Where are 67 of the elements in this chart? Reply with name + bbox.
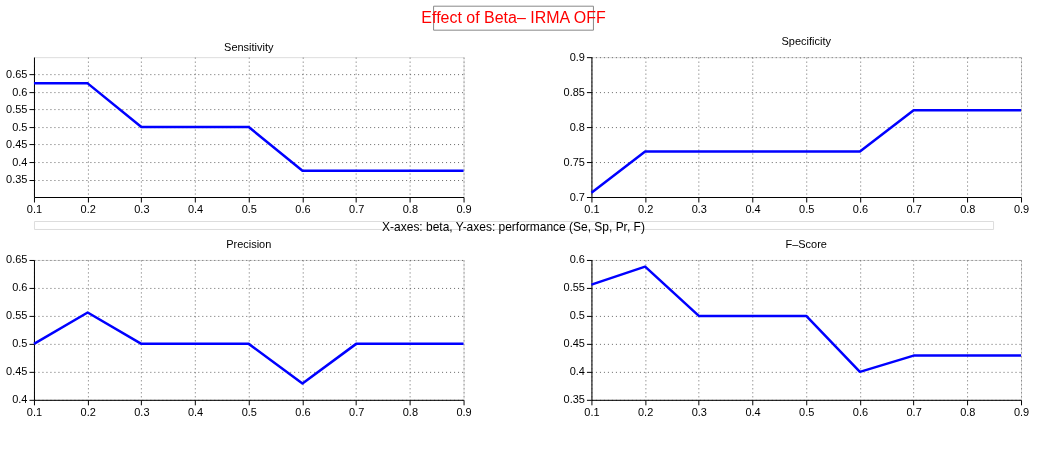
y-tick-label: 0.4 (12, 155, 28, 168)
chart-title: F–Score (785, 237, 827, 250)
x-tick-label: 0.5 (241, 203, 257, 216)
y-tick-label: 0.35 (6, 173, 28, 186)
chart-title: Precision (226, 237, 272, 250)
y-tick-label: 0.4 (12, 393, 28, 406)
y-tick-label: 0.75 (563, 155, 585, 168)
x-tick-label: 0.3 (691, 203, 707, 216)
y-tick-label: 0.45 (6, 365, 28, 378)
x-tick-label: 0.9 (1013, 406, 1030, 419)
y-tick-label: 0.5 (12, 120, 28, 133)
x-tick-label: 0.3 (691, 406, 707, 419)
y-tick-label: 0.55 (6, 309, 28, 322)
x-tick-label: 0.8 (960, 203, 976, 216)
x-tick-label: 0.8 (402, 406, 418, 419)
x-tick-label: 0.2 (80, 203, 96, 216)
x-tick-label: 0.7 (906, 203, 922, 216)
y-tick-label: 0.55 (563, 281, 585, 294)
x-tick-label: 0.7 (349, 203, 365, 216)
y-tick-label: 0.9 (569, 50, 585, 63)
x-tick-label: 0.1 (584, 406, 600, 419)
y-tick-label: 0.65 (6, 68, 28, 81)
y-tick-label: 0.45 (6, 138, 28, 151)
y-tick-label: 0.6 (12, 85, 28, 98)
x-tick-label: 0.1 (26, 406, 43, 419)
y-tick-label: 0.5 (569, 309, 585, 322)
x-tick-label: 0.7 (906, 406, 922, 419)
y-tick-label: 0.6 (569, 253, 585, 266)
x-tick-label: 0.4 (187, 203, 204, 216)
x-tick-label: 0.6 (295, 203, 311, 216)
y-tick-label: 0.8 (569, 120, 585, 133)
text: Effect of Beta– IRMA OFF (421, 9, 606, 27)
y-tick-label: 0.85 (563, 85, 585, 98)
x-tick-label: 0.6 (852, 203, 869, 216)
text: X-axes: beta, Y-axes: performance (Se, Sp, Pr, F) (382, 219, 645, 234)
chart-title: Sensitivity (224, 41, 274, 54)
x-tick-label: 0.3 (134, 406, 150, 419)
x-tick-label: 0.9 (456, 406, 472, 419)
x-tick-label: 0.5 (799, 406, 815, 419)
x-tick-label: 0.2 (638, 203, 654, 216)
x-tick-label: 0.9 (456, 203, 472, 216)
x-tick-label: 0.8 (960, 406, 976, 419)
x-tick-label: 0.2 (638, 406, 654, 419)
y-tick-label: 0.55 (6, 103, 28, 116)
x-tick-label: 0.1 (26, 203, 43, 216)
line-series (590, 265, 1023, 374)
x-tick-label: 0.4 (745, 406, 761, 419)
y-tick-label: 0.7 (569, 190, 585, 203)
x-tick-label: 0.2 (80, 406, 96, 419)
x-tick-label: 0.9 (1013, 203, 1030, 216)
x-tick-label: 0.7 (349, 406, 365, 419)
y-tick-label: 0.4 (569, 365, 585, 378)
chart-title: Specificity (781, 35, 832, 48)
y-tick-label: 0.45 (563, 337, 585, 350)
x-tick-label: 0.4 (745, 203, 761, 216)
x-tick-label: 0.5 (799, 203, 815, 216)
x-tick-label: 0.1 (584, 203, 600, 216)
x-tick-label: 0.3 (134, 203, 150, 216)
x-tick-label: 0.6 (295, 406, 311, 419)
y-tick-label: 0.65 (6, 253, 28, 266)
x-tick-label: 0.5 (241, 406, 257, 419)
x-tick-label: 0.8 (402, 203, 418, 216)
x-tick-label: 0.4 (187, 406, 204, 419)
x-tick-label: 0.6 (852, 406, 869, 419)
y-tick-label: 0.35 (563, 393, 585, 406)
y-tick-label: 0.5 (12, 337, 28, 350)
y-tick-label: 0.6 (12, 281, 28, 294)
